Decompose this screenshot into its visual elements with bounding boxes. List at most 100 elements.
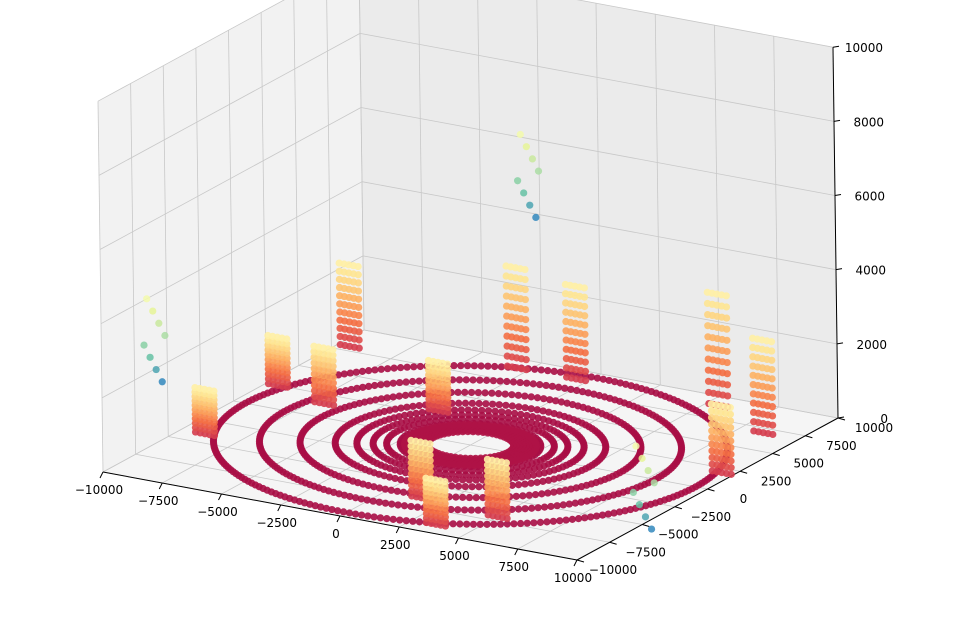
ring-point [317,503,325,511]
ring-point [450,362,458,370]
cluster-point [161,331,169,340]
ring-point [384,365,392,373]
ring-point [461,482,469,491]
y-tick-label: −7500 [625,545,666,559]
ring-point [383,514,391,523]
ring-point [567,485,575,493]
stack-point [354,279,362,287]
stack-point [581,367,590,375]
ring-point [346,492,354,501]
ring-point [581,465,590,473]
ring-point [469,520,478,528]
grid-line-y [359,0,365,331]
ring-point [688,484,696,493]
x-tick [573,559,578,567]
ring-point [515,403,523,411]
ring-point [396,364,405,372]
x-tick [395,526,400,534]
stack-point [581,321,589,329]
stack-point [768,393,776,401]
z-tick-label: 8000 [853,115,884,129]
grid-line-y [162,65,169,437]
y-tick-label: −2500 [691,510,732,524]
ring-point [615,508,624,516]
grid-line-y [97,101,104,473]
ring-point [462,376,470,384]
stack-point [768,347,776,355]
ring-point [556,487,564,495]
y-tick [739,470,748,474]
ring-point [523,379,531,387]
stack-point [329,357,337,365]
ring-point [581,514,589,522]
grid-line-y [326,0,332,348]
stack-point [503,503,511,511]
grid-line-x [714,25,720,397]
z-tick [834,194,842,197]
ring-point [544,489,552,497]
cluster-point [140,341,148,349]
ring-point [461,388,469,396]
x-tick-label: 5000 [439,549,470,563]
x-tick [514,548,519,556]
ring-point [311,502,319,510]
ring-point [561,486,569,494]
grid-line-z [99,107,362,250]
x-tick [218,493,222,501]
stack-point [522,316,530,324]
stack-point [355,344,363,352]
ring-point [463,520,471,528]
ring-point [375,498,383,506]
grid-line-z [98,33,361,176]
cluster-point [644,466,652,475]
x-tick-label: −10000 [75,483,123,497]
stack-point [581,330,589,338]
ring-point [556,368,565,376]
stack-point [727,430,735,438]
ring-point [529,380,537,388]
stack-point [581,349,589,357]
grid-line-y [130,83,137,455]
y-tick-label: 7500 [826,439,857,453]
ring-point [484,407,493,415]
ring-point [401,391,410,399]
ring-point [508,391,516,399]
stack-point [722,303,731,311]
ring-point [401,469,410,477]
x-tick-label: −2500 [256,516,297,530]
ring-point [527,393,535,401]
ring-point [388,500,396,508]
ring-point [621,507,629,515]
stack-point [355,320,363,328]
ring-point [393,487,401,495]
grid-line-x [773,36,780,408]
ring-point [538,490,546,498]
ring-point [512,492,520,500]
ring-point [590,390,598,398]
stack-point [727,424,735,432]
stack-point [521,285,529,294]
ring-point [396,516,404,524]
ring-point [472,494,480,502]
z-tick [832,45,840,48]
ring-point [351,510,360,518]
stack-point [581,312,589,320]
ring-point [372,396,380,404]
ring-point [504,408,512,417]
stack-point [503,509,511,517]
ring-point [501,390,509,398]
ring-point [559,501,567,509]
z-tick-label: 4000 [855,264,886,278]
z-tick [836,342,844,345]
grid-line-y [233,400,708,490]
ring-point [503,520,511,528]
ring-point [381,499,390,507]
stack-point [426,445,434,454]
stack-point [722,314,731,322]
ring-point [515,481,523,489]
ring-point [415,401,423,410]
disk-point [465,461,473,469]
stack-point [503,498,511,506]
ring-point [463,362,472,370]
ring-point [577,498,585,506]
